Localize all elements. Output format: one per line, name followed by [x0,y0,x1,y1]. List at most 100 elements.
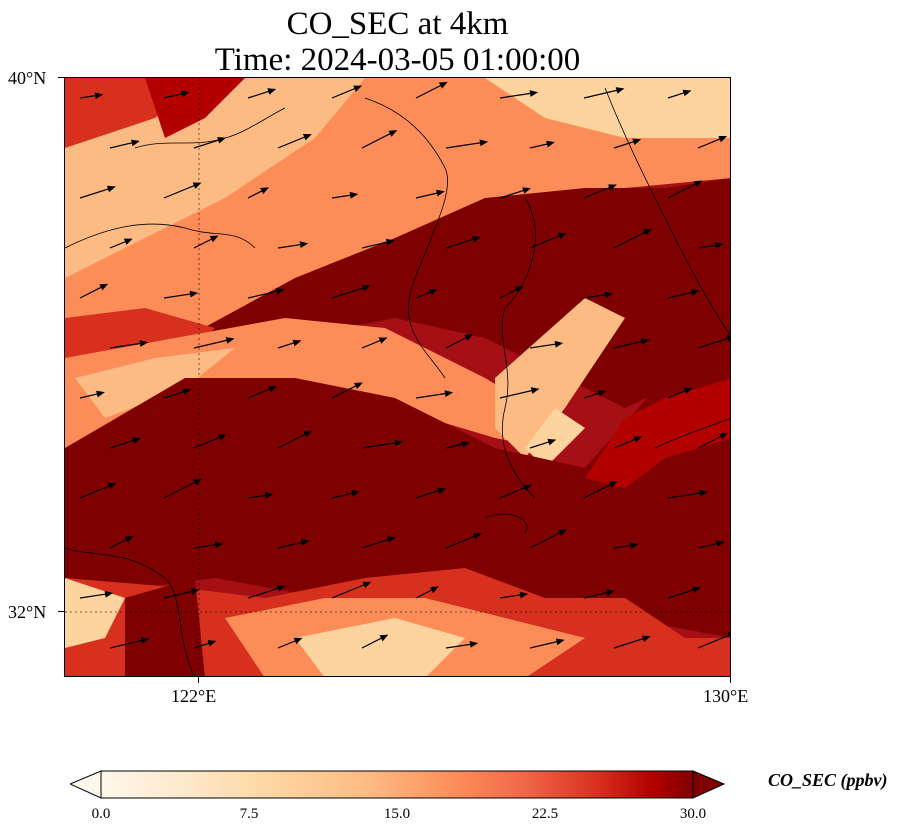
wind-vector [499,187,532,199]
tick-mark-32N [58,611,64,612]
wind-vector [109,238,133,249]
wind-vector [499,484,532,499]
wind-vector [697,335,730,349]
coastline-segment-6 [484,513,528,534]
wind-vector [277,134,312,149]
wind-vector [613,635,651,649]
wind-vector [247,287,285,299]
wind-vector [583,390,607,399]
wind-vector [277,539,310,549]
wind-vector [667,387,693,399]
field-corner-bl [65,578,125,648]
wind-vector [445,334,474,349]
lon-tick-122E: 122°E [171,686,217,706]
colorbar-gradient [100,770,694,799]
wind-vector [415,390,454,399]
wind-vector [361,238,395,249]
coastline-segment-5 [65,547,195,676]
wind-vector [79,590,114,599]
wind-vector [331,85,363,99]
wind-vector [109,139,140,149]
wind-vector [193,434,227,449]
wind-vector [529,438,557,449]
wind-vector [331,382,363,399]
colorbar [70,770,726,799]
coastline-segment-3 [501,197,536,499]
wind-vector [583,87,625,99]
wind-vector [163,388,192,399]
map-plot-area [64,77,731,677]
wind-vector [445,139,489,149]
wind-vector [247,187,270,199]
wind-vector [667,489,709,499]
wind-vector [193,137,226,149]
lon-tick-130E: 130°E [703,686,749,706]
coastline-segment-2 [364,97,449,379]
wind-vector [79,482,117,499]
wind-vector [331,284,371,299]
field-spot-tl [145,78,245,138]
wind-vector [667,289,700,299]
colorbar-tick-4: 30.0 [679,806,707,822]
coastline-segment-4 [604,87,730,336]
field-band-mid-light [75,348,235,418]
wind-vector [415,81,448,99]
wind-vector [613,138,642,149]
field-mass-lower [65,358,730,638]
field-band-bottom-lightest [295,618,465,676]
wind-vector [331,191,359,199]
wind-vector [109,535,134,549]
wind-vector [247,385,278,399]
wind-vector [613,542,639,549]
wind-vector [499,591,529,599]
wind-vector [109,637,150,649]
tick-mark-40N [58,77,64,78]
wind-vector [109,340,149,349]
colorbar-extend-max [692,770,726,799]
wind-vector [163,90,190,99]
wind-vector [529,529,568,549]
wind-vector [361,130,398,149]
wind-vector [247,88,277,99]
map-title: CO_SEC at 4km [286,6,509,42]
wind-vector [361,536,396,549]
colorbar-extend-min [70,770,102,799]
colorbar-tick-0: 0.0 [91,806,111,822]
wind-vector [415,487,447,499]
wind-vector [529,232,567,249]
wind-vector [79,390,105,399]
colorbar-title: CO_SEC (ppbv) [768,770,888,790]
wind-vector [583,184,617,199]
wind-vector [163,290,199,299]
field-patch-right [585,378,730,488]
wind-vector [109,437,142,449]
wind-vector [667,89,692,99]
map-subtitle-time: Time: 2024-03-05 01:00:00 [214,42,581,78]
wind-vector [583,589,615,599]
wind-vector [613,338,650,349]
tick-mark-130E [730,677,731,683]
wind-vector [445,440,470,449]
wind-vector [697,540,725,549]
field-band-top-right [485,78,730,138]
wind-vector [697,432,728,449]
wind-vector [79,185,116,199]
wind-vector [193,337,235,349]
field-diagonal-lightest [525,408,585,468]
wind-vector [667,180,703,199]
wind-vector [445,236,481,249]
wind-vector [499,387,540,399]
wind-vector [499,285,524,299]
colorbar-tick-3: 22.5 [531,806,559,822]
wind-vector [361,439,404,449]
wind-vector [415,586,439,599]
coastline-segment-0 [65,223,256,249]
wind-vector [247,585,286,599]
wind-vector [79,92,104,100]
wind-vector [277,637,303,649]
wind-vector [193,541,224,549]
concentration-field [65,78,730,676]
wind-vector [583,291,614,299]
wind-vector [697,242,724,249]
wind-vector [613,228,652,249]
